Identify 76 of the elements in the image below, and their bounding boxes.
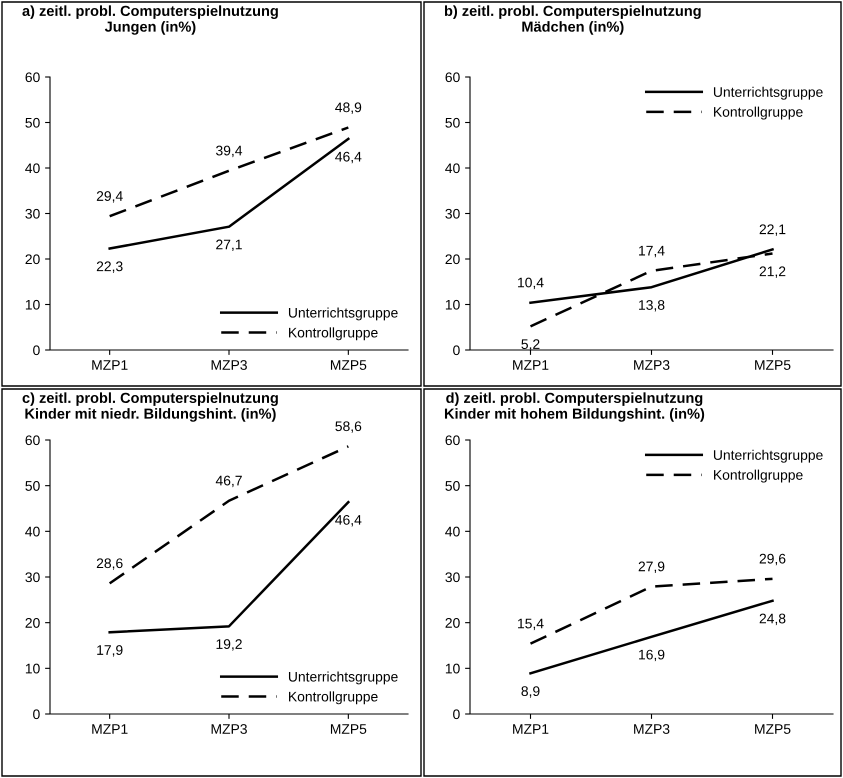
- y-tick-label: 30: [445, 572, 460, 582]
- chart-title: b) zeitl. probl. Computerspielnutzung Mädchen (in%): [444, 5, 701, 35]
- y-tick-label: 0: [453, 709, 460, 720]
- y-tick-label: 10: [26, 300, 40, 310]
- y-tick-label: 40: [445, 526, 460, 537]
- data-label: 48,9: [335, 102, 362, 114]
- data-label: 39,4: [216, 146, 242, 158]
- x-tick-label: MZP1: [92, 724, 128, 734]
- x-tick-label: MZP1: [513, 360, 548, 370]
- y-tick-label: 20: [26, 618, 40, 628]
- legend-label: Kontrollgruppe: [714, 106, 803, 120]
- y-tick-label: 60: [26, 72, 40, 82]
- legend-label: Unterrichtsgruppe: [714, 450, 823, 463]
- data-label: 28,6: [96, 558, 123, 570]
- chart-title: d) zeitl. probl. Computerspielnutzung Kinder mit hohem Bildungshint. (in%): [444, 392, 704, 422]
- x-tick-label: MZP5: [330, 360, 366, 370]
- y-tick-label: 20: [446, 618, 460, 628]
- y-tick-label: 60: [446, 435, 460, 446]
- y-tick-label: 50: [445, 118, 460, 128]
- x-tick-label: MZP3: [212, 360, 247, 370]
- legend-label: Unterrichtsgruppe: [288, 307, 398, 320]
- y-tick-label: 40: [445, 163, 460, 174]
- x-tick-label: MZP1: [92, 360, 128, 370]
- y-tick-label: 50: [445, 481, 460, 491]
- x-tick-label: MZP5: [330, 724, 366, 734]
- data-label: 29,6: [760, 554, 786, 566]
- x-tick-label: MZP1: [513, 724, 548, 734]
- data-label: 22,1: [760, 224, 786, 236]
- y-tick-label: 10: [26, 664, 40, 674]
- y-tick-label: 0: [33, 345, 40, 356]
- legend-label: Unterrichtsgruppe: [714, 86, 823, 100]
- legend-label: Kontrollgruppe: [714, 470, 803, 483]
- legend-label: Unterrichtsgruppe: [288, 671, 398, 684]
- x-tick-label: MZP5: [755, 724, 790, 734]
- data-label: 27,9: [638, 562, 664, 573]
- data-label: 10,4: [518, 278, 544, 290]
- data-label: 17,9: [97, 645, 123, 657]
- y-tick-label: 10: [446, 300, 460, 310]
- x-tick-label: MZP3: [212, 724, 247, 734]
- y-tick-label: 30: [25, 572, 40, 582]
- y-tick-label: 60: [26, 435, 40, 446]
- data-label: 13,8: [639, 300, 664, 312]
- y-tick-label: 10: [446, 664, 460, 674]
- data-label: 17,4: [639, 246, 665, 258]
- data-label: 15,4: [518, 618, 544, 630]
- chart-title: c) zeitl. probl. Computerspielnutzung Kinder mit niedr. Bildungshint. (in%): [22, 392, 278, 422]
- y-tick-label: 40: [25, 163, 40, 174]
- y-tick-label: 30: [445, 208, 460, 219]
- y-tick-label: 50: [25, 481, 40, 491]
- data-label: 22,3: [96, 261, 123, 273]
- data-label: 46,4: [335, 152, 362, 164]
- data-label: 46,7: [216, 476, 242, 488]
- y-tick-label: 0: [453, 345, 460, 356]
- x-tick-label: MZP5: [755, 360, 790, 370]
- data-label: 5,2: [521, 339, 540, 351]
- y-tick-label: 20: [446, 254, 460, 264]
- data-label: 58,6: [335, 421, 362, 433]
- legend-label: Kontrollgruppe: [289, 691, 378, 704]
- data-label: 21,2: [760, 266, 786, 278]
- y-tick-label: 20: [26, 254, 40, 264]
- y-tick-label: 0: [33, 709, 40, 720]
- data-label: 8,9: [521, 686, 540, 698]
- chart-title: a) zeitl. probl. Computerspielnutzung Jungen (in%): [22, 5, 278, 35]
- data-label: 29,4: [96, 191, 123, 203]
- y-tick-label: 30: [25, 208, 40, 219]
- y-tick-label: 50: [25, 118, 40, 128]
- data-label: 24,8: [760, 614, 786, 626]
- legend-label: Kontrollgruppe: [289, 327, 378, 340]
- y-tick-label: 60: [446, 72, 460, 82]
- x-tick-label: MZP3: [634, 724, 670, 734]
- x-tick-label: MZP3: [634, 360, 670, 370]
- data-label: 27,1: [216, 240, 242, 252]
- data-label: 16,9: [639, 650, 664, 662]
- data-label: 19,2: [216, 639, 242, 651]
- data-label: 46,4: [335, 514, 362, 526]
- y-tick-label: 40: [25, 526, 40, 537]
